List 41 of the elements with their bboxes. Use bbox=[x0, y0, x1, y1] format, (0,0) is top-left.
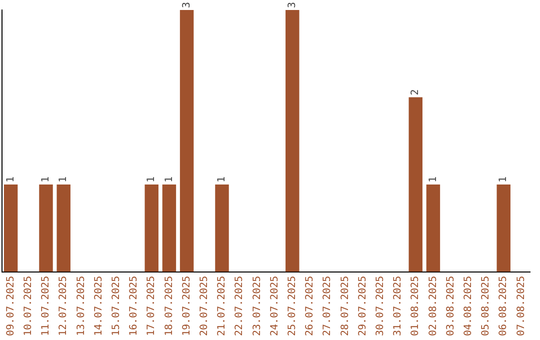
data-label: 2 bbox=[410, 89, 422, 96]
x-tick-label: 14.07.2025 bbox=[93, 276, 104, 336]
x-tick-label: 06.08.2025 bbox=[498, 276, 510, 336]
x-tick-label: 16.07.2025 bbox=[128, 276, 140, 336]
x-tick-label: 26.07.2025 bbox=[304, 276, 316, 336]
x-tick-label: 04.08.2025 bbox=[462, 276, 474, 336]
x-tick-label: 12.07.2025 bbox=[58, 276, 70, 336]
x-tick-label: 30.07.2025 bbox=[374, 276, 386, 336]
x-tick-label: 23.07.2025 bbox=[252, 276, 263, 336]
data-label: 1 bbox=[40, 176, 52, 183]
x-tick-label: 09.07.2025 bbox=[5, 276, 16, 336]
data-label: 3 bbox=[181, 2, 192, 8]
x-tick-label: 25.07.2025 bbox=[286, 276, 298, 336]
data-label: 1 bbox=[216, 176, 228, 183]
data-label: 1 bbox=[146, 176, 158, 183]
x-tick-label: 18.07.2025 bbox=[164, 276, 175, 336]
data-label: 1 bbox=[58, 176, 70, 183]
x-tick-label: 13.07.2025 bbox=[76, 276, 87, 336]
data-label: 1 bbox=[428, 176, 439, 183]
x-tick-label: 10.07.2025 bbox=[22, 276, 34, 336]
x-tick-label: 11.07.2025 bbox=[40, 276, 52, 336]
data-label: 1 bbox=[5, 176, 16, 183]
x-tick-label: 17.07.2025 bbox=[146, 276, 158, 336]
x-tick-label: 03.08.2025 bbox=[445, 276, 456, 336]
x-tick-label: 20.07.2025 bbox=[198, 276, 210, 336]
x-tick-label: 05.08.2025 bbox=[480, 276, 492, 336]
x-tick-label: 31.07.2025 bbox=[392, 276, 404, 336]
data-label: 3 bbox=[286, 2, 298, 8]
data-label: 1 bbox=[164, 176, 175, 183]
x-tick-label: 22.07.2025 bbox=[234, 276, 246, 336]
x-tick-label: 07.08.2025 bbox=[516, 276, 527, 336]
x-tick-label: 28.07.2025 bbox=[340, 276, 351, 336]
x-tick-label: 02.08.2025 bbox=[428, 276, 439, 336]
x-tick-label: 21.07.2025 bbox=[216, 276, 228, 336]
x-tick-label: 24.07.2025 bbox=[269, 276, 280, 336]
x-tick-label: 29.07.2025 bbox=[357, 276, 368, 336]
x-tick-label: 15.07.2025 bbox=[110, 276, 122, 336]
data-label: 1 bbox=[498, 176, 510, 183]
x-tick-label: 19.07.2025 bbox=[181, 276, 192, 336]
x-tick-label: 01.08.2025 bbox=[410, 276, 422, 336]
x-tick-label: 27.07.2025 bbox=[322, 276, 334, 336]
